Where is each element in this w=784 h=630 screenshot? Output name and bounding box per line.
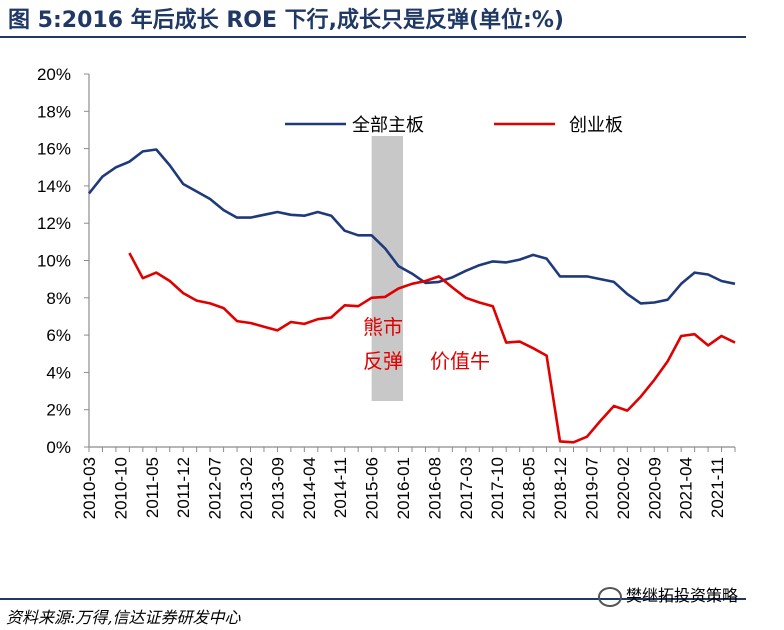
x-tick-label: 2014-11 — [331, 457, 350, 518]
chart-title: 图 5:2016 年后成长 ROE 下行,成长只是反弹(单位:%) — [8, 8, 564, 33]
roe-line-chart: 0% 2% 4% 6% 8% 10% 12% 14% 16% 18% 20% 2010-03 2010-… — [37, 65, 736, 519]
y-tick-label: 2% — [46, 401, 71, 420]
y-tick-label: 12% — [37, 214, 71, 233]
watermark: 樊继拓投资策略 — [598, 582, 738, 607]
x-tick-label: 2018-12 — [551, 457, 570, 519]
x-tick-label: 2010-03 — [80, 457, 99, 519]
x-tick-label: 2020-02 — [614, 457, 633, 519]
x-tick-label: 2011-05 — [143, 457, 162, 518]
x-tick-label: 2016-01 — [394, 457, 413, 519]
x-tick-label: 2021-11 — [708, 457, 727, 518]
x-tick-label: 2012-07 — [206, 457, 225, 519]
x-tick-label: 2018-05 — [520, 457, 539, 519]
y-tick-label: 16% — [37, 140, 71, 159]
legend-label: 全部主板 — [352, 115, 424, 136]
x-tick-label: 2020-09 — [645, 457, 664, 519]
x-tick-label: 2017-10 — [488, 457, 507, 519]
annotation-label: 熊市 — [363, 315, 403, 339]
source-note: 资料来源:万得,信达证券研发中心 — [6, 608, 241, 627]
y-tick-label: 8% — [46, 289, 71, 308]
y-tick-label: 10% — [37, 252, 71, 271]
annotation-label: 价值牛 — [430, 349, 490, 373]
y-tick-label: 4% — [46, 363, 71, 382]
x-tick-label: 2014-04 — [300, 457, 319, 519]
y-tick-label: 18% — [37, 102, 71, 121]
x-tick-label: 2015-06 — [363, 457, 382, 519]
series-line-chinext — [128, 252, 736, 444]
y-tick-label: 14% — [37, 177, 71, 196]
watermark-text: 樊继拓投资策略 — [626, 586, 739, 605]
x-tick-label: 2016-08 — [425, 457, 444, 519]
x-tick-label: 2021-04 — [677, 457, 696, 519]
title-divider — [0, 36, 746, 38]
y-tick-label: 20% — [37, 65, 71, 84]
bear-market-band — [371, 136, 404, 401]
x-tick-label: 2013-09 — [268, 457, 287, 519]
y-tick-label: 0% — [46, 438, 71, 457]
y-tick-label: 6% — [46, 326, 71, 345]
x-tick-label: 2019-07 — [582, 457, 601, 519]
annotation-label: 反弹 — [363, 349, 403, 373]
x-tick-label: 2011-12 — [174, 457, 193, 518]
series-line-main-board — [87, 148, 736, 305]
x-tick-label: 2017-03 — [457, 457, 476, 519]
legend-label: 创业板 — [569, 115, 623, 136]
wechat-icon — [598, 586, 622, 607]
x-tick-label: 2013-02 — [237, 457, 256, 519]
footer-divider — [0, 598, 746, 600]
x-tick-label: 2010-10 — [111, 457, 130, 519]
